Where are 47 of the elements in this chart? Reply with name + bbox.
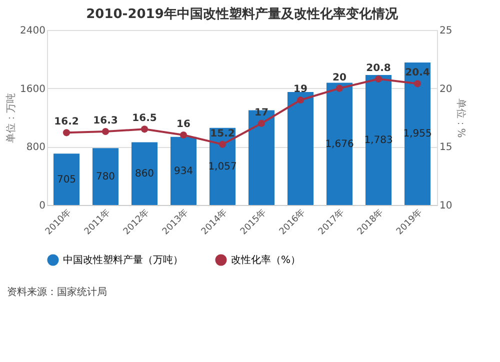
y-tick-label: 2400 xyxy=(20,26,46,36)
bar xyxy=(132,142,158,205)
point xyxy=(102,128,110,136)
bar xyxy=(210,128,236,205)
y2-tick-label: 25 xyxy=(440,26,452,36)
data-label: 16.5 xyxy=(132,113,157,124)
data-label: 16.3 xyxy=(93,116,118,126)
y2-tick-label: 10 xyxy=(440,200,452,212)
data-label: 16.2 xyxy=(54,116,79,128)
bar xyxy=(326,82,352,205)
bar xyxy=(288,92,314,205)
point xyxy=(414,80,422,88)
bar xyxy=(170,136,196,205)
y-tick-label: 1600 xyxy=(20,84,46,95)
data-label: 20 xyxy=(332,72,346,84)
bar xyxy=(366,74,392,205)
point xyxy=(374,75,382,83)
data-label: 780 xyxy=(96,172,116,183)
y2-tick-label: 20 xyxy=(440,84,452,95)
point xyxy=(336,84,344,92)
data-label: 934 xyxy=(174,166,194,177)
bar xyxy=(54,154,80,205)
point xyxy=(218,140,226,148)
y-tick-label: 800 xyxy=(26,142,46,154)
data-label: 20.8 xyxy=(366,63,391,74)
y2-tick-label: 15 xyxy=(440,142,452,154)
point xyxy=(62,129,70,136)
data-label: 860 xyxy=(134,168,154,180)
chart-title: 2010-2019年中国改性塑料产量及改性化率变化情况 xyxy=(86,6,399,22)
data-label: 15.2 xyxy=(210,128,235,140)
y2-axis-title: 单位：% xyxy=(455,98,468,138)
bar xyxy=(248,110,274,205)
data-label: 17 xyxy=(254,107,268,118)
point xyxy=(180,131,188,139)
point xyxy=(140,126,148,133)
y-tick-label: 0 xyxy=(39,200,46,212)
point xyxy=(258,120,266,127)
bar xyxy=(404,62,430,205)
legend-label: 改性化率（%） xyxy=(231,254,301,266)
y-axis-title: 单位：万吨 xyxy=(5,93,18,143)
text: 资料来源：国家统计局 xyxy=(7,286,107,298)
bar xyxy=(92,148,118,205)
legend-label: 中国改性塑料产量（万吨） xyxy=(63,254,183,266)
point xyxy=(296,96,304,104)
data-label: 705 xyxy=(56,174,76,186)
data-label: 20.4 xyxy=(405,68,430,79)
data-label: 16 xyxy=(176,119,190,130)
